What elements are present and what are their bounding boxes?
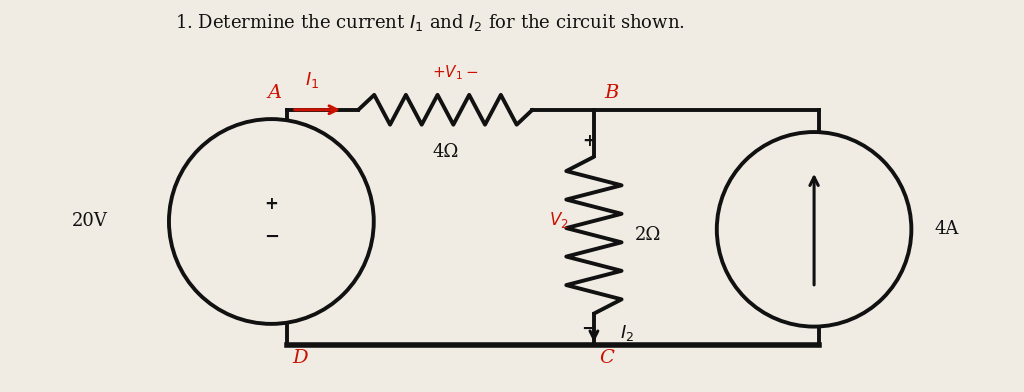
Text: $I_1$: $I_1$ (305, 70, 319, 90)
Text: $I_2$: $I_2$ (620, 323, 634, 343)
Text: A: A (267, 84, 282, 102)
Text: 2Ω: 2Ω (635, 226, 662, 244)
Text: D: D (292, 349, 307, 367)
Text: 20V: 20V (72, 212, 108, 230)
Text: 4A: 4A (935, 220, 958, 238)
Text: −: − (582, 320, 596, 338)
Text: 1. Determine the current $I_1$ and $I_2$ for the circuit shown.: 1. Determine the current $I_1$ and $I_2$… (175, 12, 685, 33)
Text: −: − (264, 228, 279, 246)
Text: $V_2$: $V_2$ (549, 209, 568, 230)
Text: +: + (264, 195, 279, 213)
Text: C: C (599, 349, 614, 367)
Text: 4Ω: 4Ω (432, 143, 459, 161)
Text: $+V_1-$: $+V_1-$ (432, 64, 479, 82)
Text: +: + (582, 132, 596, 150)
Text: B: B (604, 84, 618, 102)
